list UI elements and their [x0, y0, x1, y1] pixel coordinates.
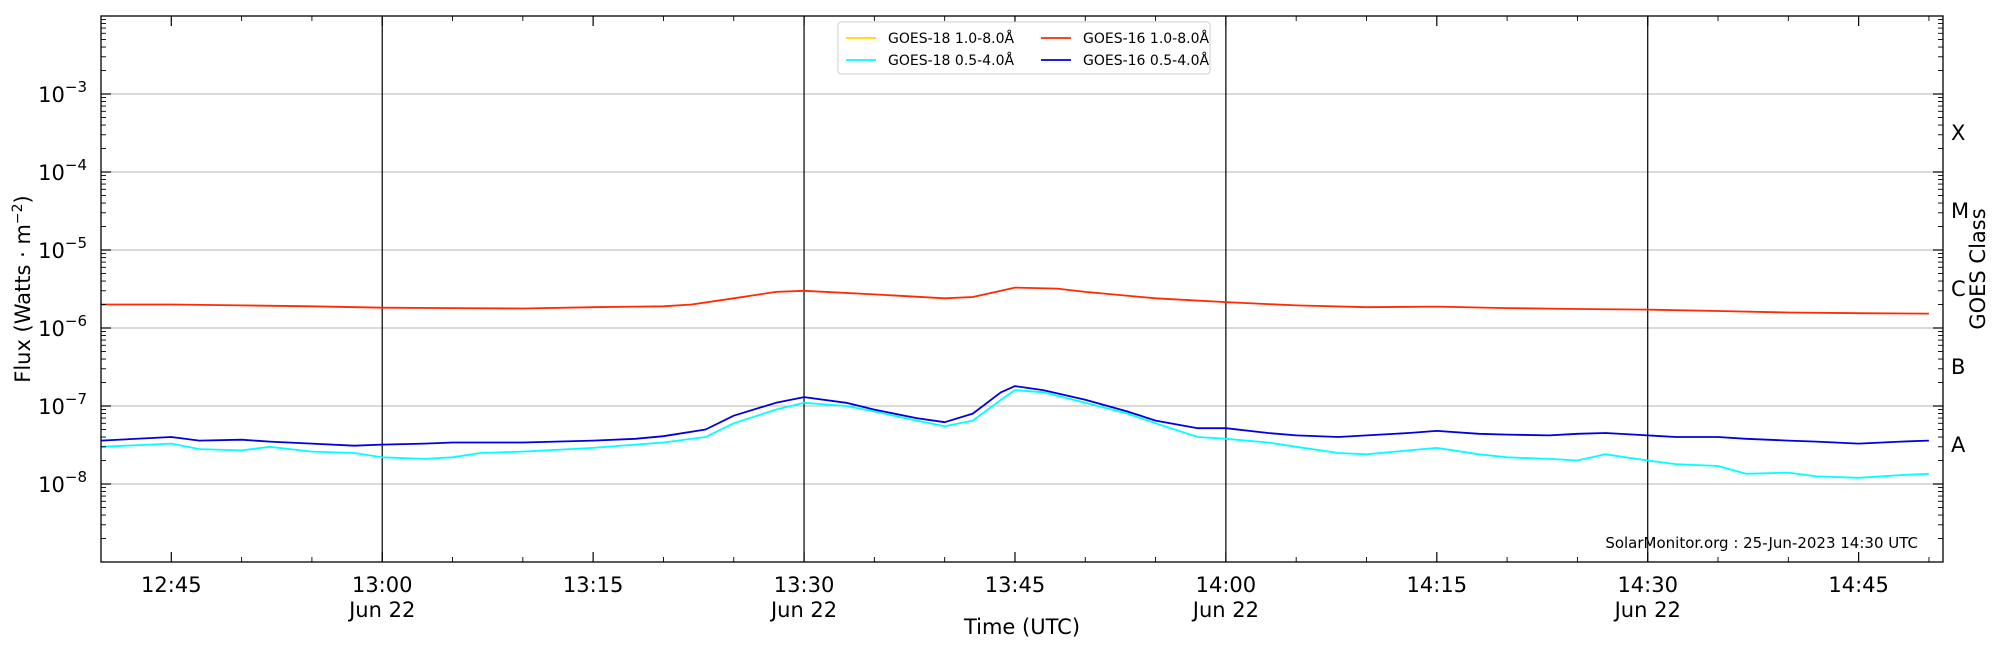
- x-tick-date: Jun 22: [1613, 598, 1681, 622]
- y-axis-ticks: 10−810−710−610−510−410−3: [38, 19, 1943, 539]
- series-line: [100, 389, 1929, 479]
- x-tick-label: 13:00: [352, 573, 413, 597]
- legend-label: GOES-18 0.5-4.0Å: [888, 52, 1014, 69]
- x-tick-date: Jun 22: [1191, 598, 1259, 622]
- legend-entry: GOES-16 0.5-4.0Å: [1041, 52, 1209, 69]
- y-tick-label: 10−7: [38, 390, 87, 419]
- y-tick-base: 10: [38, 473, 65, 497]
- x-tick-label: 14:45: [1828, 573, 1889, 597]
- y-tick-exp: −7: [65, 390, 87, 408]
- series-line: [101, 286, 1929, 315]
- x-tick-label: 13:15: [563, 573, 624, 597]
- series-line: [100, 385, 1929, 447]
- legend: GOES-18 1.0-8.0Å GOES-16 1.0-8.0Å GOES-1…: [837, 21, 1211, 75]
- x-tick-label: 14:30: [1617, 573, 1678, 597]
- y-tick-label: 10−8: [38, 468, 87, 497]
- legend-entry: GOES-18 0.5-4.0Å: [846, 52, 1014, 69]
- y-tick-base: 10: [38, 161, 65, 185]
- y-axis-title: Flux (Watts · m−2): [10, 195, 35, 383]
- day-marker-lines: [381, 16, 1649, 562]
- y-tick-base: 10: [38, 317, 65, 341]
- x-tick-label: 13:30: [774, 573, 835, 597]
- y-tick-exp: −5: [65, 234, 87, 252]
- legend-entry: GOES-18 1.0-8.0Å: [846, 30, 1014, 47]
- y-axis-title-base: Flux (Watts · m: [11, 224, 35, 383]
- x-tick-label: 14:15: [1407, 573, 1468, 597]
- legend-label: GOES-16 1.0-8.0Å: [1083, 30, 1209, 47]
- legend-entry: GOES-16 1.0-8.0Å: [1041, 30, 1209, 47]
- y-tick-base: 10: [38, 395, 65, 419]
- y-axis-title-close: ): [11, 195, 35, 203]
- y-tick-base: 10: [38, 83, 65, 107]
- goes-class-label: X: [1951, 121, 1965, 145]
- goes-class-axis-title: GOES Class: [1966, 208, 1990, 329]
- y-tick-exp: −3: [65, 78, 87, 96]
- y-tick-label: 10−3: [38, 78, 87, 107]
- x-axis-title: Time (UTC): [963, 615, 1080, 639]
- goes-class-labels: A B C M X: [1951, 121, 1969, 457]
- x-tick-label: 12:45: [141, 573, 202, 597]
- y-tick-label: 10−6: [38, 312, 87, 341]
- goes-class-label: C: [1951, 277, 1966, 301]
- x-tick-label: 13:45: [985, 573, 1046, 597]
- credit-text: SolarMonitor.org : 25-Jun-2023 14:30 UTC: [1605, 534, 1918, 552]
- goes-class-label: B: [1951, 355, 1965, 379]
- goes-class-label: M: [1951, 199, 1969, 223]
- goes-class-label: A: [1951, 433, 1966, 457]
- y-tick-base: 10: [38, 239, 65, 263]
- x-tick-date: Jun 22: [769, 598, 837, 622]
- y-tick-exp: −6: [65, 312, 87, 330]
- legend-label: GOES-16 0.5-4.0Å: [1083, 52, 1209, 69]
- y-axis-title-exp: −2: [10, 203, 26, 224]
- series-lines: [100, 286, 1929, 479]
- plot-frame: [100, 15, 1944, 563]
- y-tick-exp: −4: [65, 156, 87, 174]
- legend-label: GOES-18 1.0-8.0Å: [888, 30, 1014, 47]
- y-tick-label: 10−4: [38, 156, 87, 185]
- y-tick-label: 10−5: [38, 234, 87, 263]
- x-tick-label: 14:00: [1196, 573, 1257, 597]
- grid-lines: [101, 93, 1943, 485]
- legend-box: [837, 21, 1211, 75]
- y-tick-exp: −8: [65, 468, 87, 486]
- x-tick-date: Jun 22: [347, 598, 415, 622]
